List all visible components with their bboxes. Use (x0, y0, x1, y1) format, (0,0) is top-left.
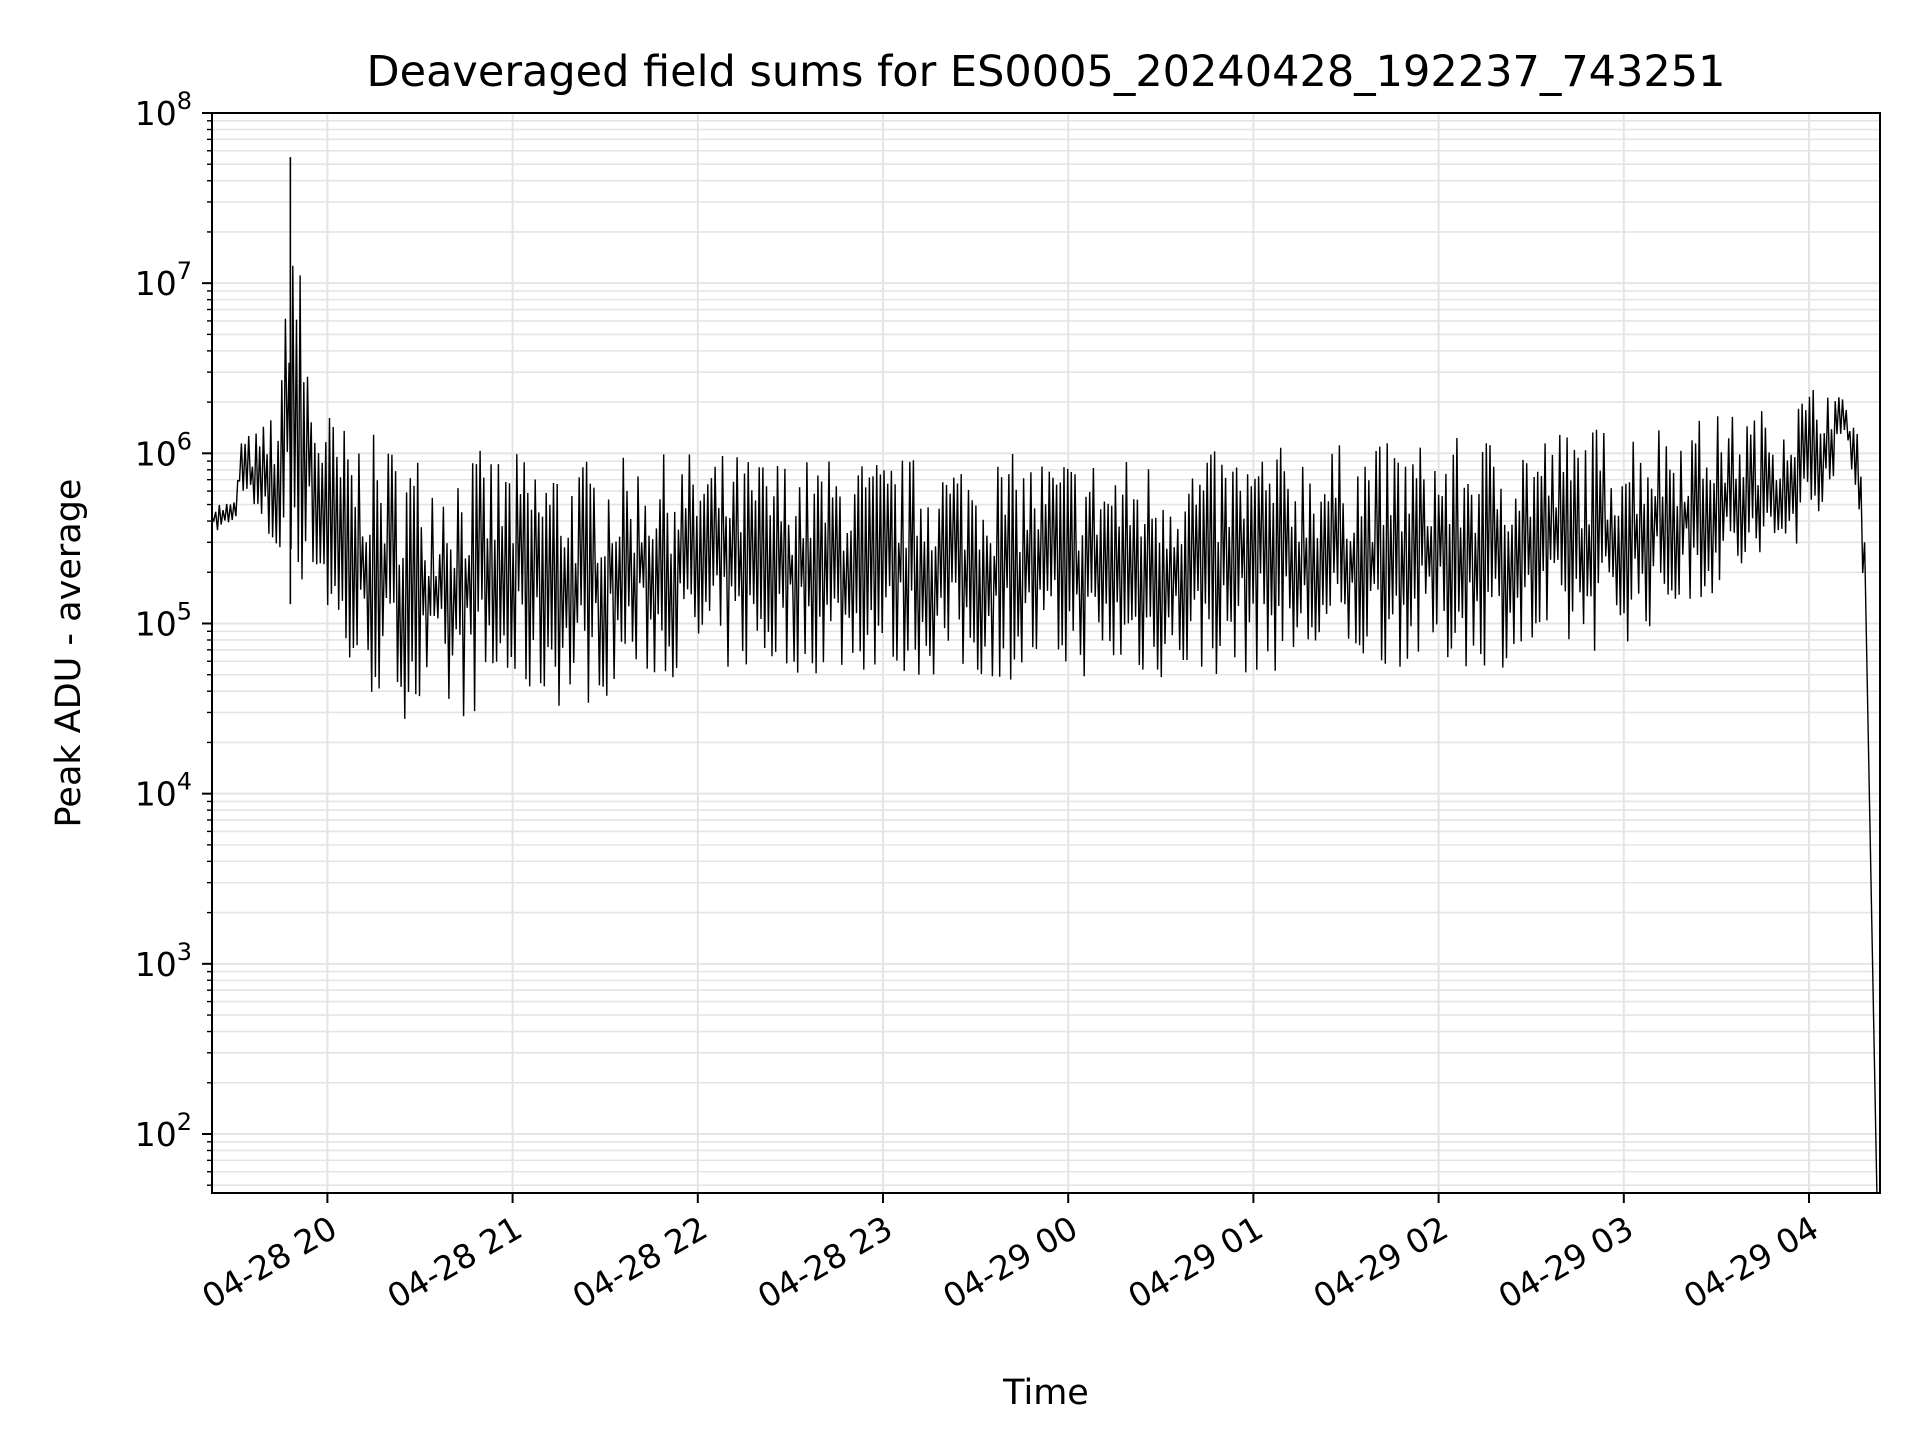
y-tick-label: 105 (135, 597, 192, 643)
y-tick-base: 10 (135, 775, 177, 814)
y-tick-base: 10 (135, 94, 177, 133)
y-tick-label: 108 (135, 87, 192, 133)
series-line (211, 265, 1878, 1194)
plot-frame (211, 112, 1881, 1194)
y-tick-exponent: 8 (177, 87, 192, 115)
y-tick-exponent: 5 (177, 597, 192, 625)
y-tick-label: 107 (135, 257, 192, 303)
y-tick-exponent: 6 (177, 427, 192, 455)
y-tick-label: 103 (135, 938, 192, 984)
chart-title: Deaveraged field sums for ES0005_2024042… (367, 47, 1726, 97)
data-series (211, 157, 1878, 1194)
grid (212, 112, 1880, 1193)
y-tick-label: 102 (135, 1108, 192, 1154)
y-tick-exponent: 7 (177, 257, 192, 285)
y-tick-base: 10 (135, 1115, 177, 1154)
y-tick-label: 104 (135, 768, 192, 814)
y-tick-exponent: 3 (177, 938, 192, 966)
y-tick-exponent: 4 (177, 768, 192, 796)
y-tick-base: 10 (135, 945, 177, 984)
y-tick-base: 10 (135, 434, 177, 473)
y-tick-base: 10 (135, 604, 177, 643)
y-tick-label: 106 (135, 427, 192, 473)
y-tick-exponent: 2 (177, 1108, 192, 1136)
y-axis-title: Peak ADU - average (49, 479, 89, 828)
x-axis-title: Time (1002, 1373, 1089, 1413)
y-tick-base: 10 (135, 264, 177, 303)
